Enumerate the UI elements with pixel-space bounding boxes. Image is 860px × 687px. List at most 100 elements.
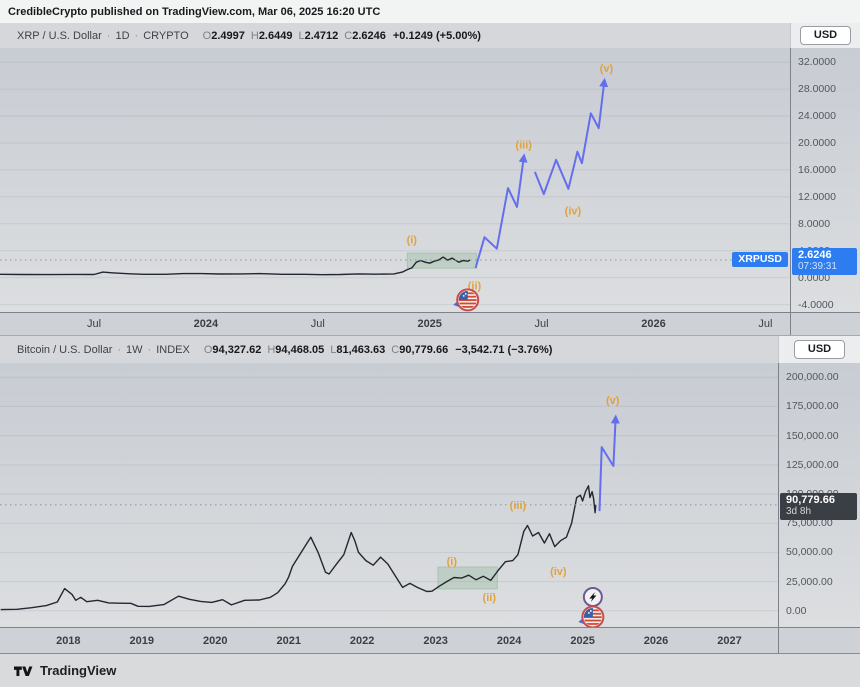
xrp-plot-area: (i) (ii) (iii) (iv) (v) 32.0000 28.0000 24.000… (0, 48, 860, 312)
price-tick: 20.0000 (798, 136, 836, 149)
currency-button[interactable]: USD (793, 340, 846, 359)
price-series-line (0, 256, 471, 276)
time-tick: Jul (534, 318, 549, 330)
btc-titlebar: Bitcoin / U.S. Dollar · 1W · INDEX O 94,3… (0, 336, 860, 363)
ohlc-values: O 2.4997 H 2.6449 L 2.4712 C 2.6246 (197, 30, 386, 42)
axis-corner (778, 628, 860, 653)
last-price-badge: 90,779.66 3d 8h (780, 492, 857, 520)
btc-title: Bitcoin / U.S. Dollar · 1W · INDEX O 94,3… (0, 336, 778, 363)
btc-time-axis[interactable]: 2018 2019 2020 2021 2022 2023 2024 2025 2026 2027 (0, 627, 860, 653)
accumulation-zone-box[interactable] (437, 566, 498, 590)
currency-button[interactable]: USD (799, 26, 852, 45)
ohlc-value-h: 94,468.05 (275, 343, 325, 356)
xrp-chart-panel: XRP / U.S. Dollar · 1D · CRYPTO O 2.4997 H… (0, 23, 860, 336)
time-tick: 2024 (193, 318, 219, 330)
attribution-header: CredibleCrypto published on TradingView.… (0, 0, 860, 23)
price-tick: 175,000.00 (786, 400, 839, 413)
crediblecrypto-avatar-icon[interactable] (453, 288, 480, 312)
last-price-badge: 2.6246 07:39:31 (792, 247, 857, 275)
price-tick: -4.0000 (798, 298, 834, 311)
wave-label-i[interactable]: (i) (407, 234, 418, 246)
elliott-wave-projection-line[interactable] (474, 153, 528, 269)
time-tick: 2025 (570, 634, 595, 647)
time-tick: 2020 (203, 634, 228, 647)
ohlc-value-l: 2.4712 (304, 29, 339, 42)
ohlc-key: H (267, 343, 276, 356)
wave-label-iv[interactable]: (iv) (565, 205, 582, 217)
price-tick: 8.0000 (798, 217, 831, 230)
btc-plot-area: (i) (ii) (iii) (iv) (v) 200,000.00 175,000.00… (0, 363, 860, 627)
interval-label[interactable]: 1D (115, 29, 130, 42)
lightning-icon[interactable] (582, 586, 603, 607)
price-tick: 0.00 (786, 604, 807, 617)
symbol-title[interactable]: XRP / U.S. Dollar (17, 29, 102, 42)
wave-label-v[interactable]: (v) (600, 63, 614, 75)
axis-corner (790, 313, 860, 335)
time-tick: 2019 (129, 634, 155, 647)
price-tick: 28.0000 (798, 83, 836, 96)
time-tick: 2026 (643, 634, 669, 647)
xrp-time-axis[interactable]: Jul 2024 Jul 2025 Jul 2026 Jul (0, 312, 860, 336)
currency-cell: USD (778, 336, 860, 363)
price-tick: 125,000.00 (786, 458, 839, 471)
wave-label-iv[interactable]: (iv) (550, 566, 567, 578)
ohlc-key: L (298, 29, 305, 42)
title-separator: · (106, 29, 111, 42)
time-tick: Jul (310, 318, 325, 330)
price-tick: 16.0000 (798, 163, 836, 176)
brand-text: TradingView (40, 663, 117, 678)
time-tick: 2023 (423, 634, 448, 647)
wave-label-iii[interactable]: (iii) (510, 500, 527, 512)
ohlc-key: L (330, 343, 337, 356)
ohlc-value-h: 2.6449 (258, 29, 293, 42)
ohlc-key: O (202, 29, 212, 42)
attribution-text: CredibleCrypto published on TradingView.… (8, 5, 381, 18)
ohlc-values: O 94,327.62 H 94,468.05 L 81,463.63 C 90,779.66 (198, 344, 448, 356)
elliott-wave-projection-line[interactable] (533, 77, 609, 196)
last-price-value: 90,779.66 (786, 493, 835, 506)
time-tick: 2022 (349, 634, 375, 647)
title-separator: · (134, 29, 139, 42)
time-tick: 2018 (56, 634, 81, 647)
wave-label-v[interactable]: (v) (606, 395, 620, 407)
exchange-label: INDEX (156, 343, 190, 356)
wave-label-i[interactable]: (i) (447, 556, 458, 568)
time-tick: 2026 (641, 318, 666, 330)
elliott-wave-projection-line[interactable] (598, 414, 620, 512)
xrp-titlebar: XRP / U.S. Dollar · 1D · CRYPTO O 2.4997 H… (0, 23, 860, 48)
title-separator: · (117, 343, 122, 356)
btc-price-scale[interactable]: 200,000.00 175,000.00 150,000.00 125,000.00… (778, 363, 860, 627)
price-tick: 200,000.00 (786, 371, 839, 384)
crediblecrypto-avatar-icon[interactable] (578, 605, 605, 627)
change-value: +0.1249 (+5.00%) (392, 29, 481, 42)
exchange-label: CRYPTO (143, 29, 189, 42)
ohlc-key: O (203, 343, 213, 356)
price-tick: 150,000.00 (786, 429, 839, 442)
interval-label[interactable]: 1W (126, 343, 143, 356)
currency-cell: USD (790, 23, 860, 48)
wave-label-ii[interactable]: (ii) (483, 592, 497, 604)
time-tick: Jul (758, 318, 773, 330)
ohlc-key: C (344, 29, 353, 42)
xrp-title: XRP / U.S. Dollar · 1D · CRYPTO O 2.4997 H… (0, 23, 790, 48)
ohlc-value-o: 94,327.62 (212, 343, 262, 356)
tradingview-logo[interactable] (14, 664, 33, 678)
symbol-price-label: XRPUSD (732, 251, 788, 267)
symbol-title[interactable]: Bitcoin / U.S. Dollar (17, 343, 113, 356)
price-series-line (0, 485, 597, 611)
price-tick: 24.0000 (798, 110, 836, 123)
time-tick: 2024 (496, 634, 522, 647)
title-separator: · (147, 343, 152, 356)
time-tick: 2021 (276, 634, 301, 647)
countdown-timer: 07:39:31 (798, 260, 837, 272)
footer-bar: TradingView (0, 653, 860, 687)
countdown-timer: 3d 8h (786, 505, 812, 517)
price-tick: 32.0000 (798, 56, 836, 69)
xrp-price-chart[interactable]: (i)(ii)(iii)(iv)(v) (0, 48, 790, 312)
wave-label-iii[interactable]: (iii) (515, 139, 532, 151)
xrp-price-scale[interactable]: 32.0000 28.0000 24.0000 20.0000 16.0000 12.00… (790, 48, 860, 312)
ohlc-value-c: 90,779.66 (399, 343, 449, 356)
btc-price-chart[interactable]: (i) (ii) (iii) (iv) (v) (0, 363, 778, 627)
change-value: −3,542.71 (−3.76%) (455, 343, 553, 356)
ohlc-value-o: 2.4997 (211, 29, 245, 42)
